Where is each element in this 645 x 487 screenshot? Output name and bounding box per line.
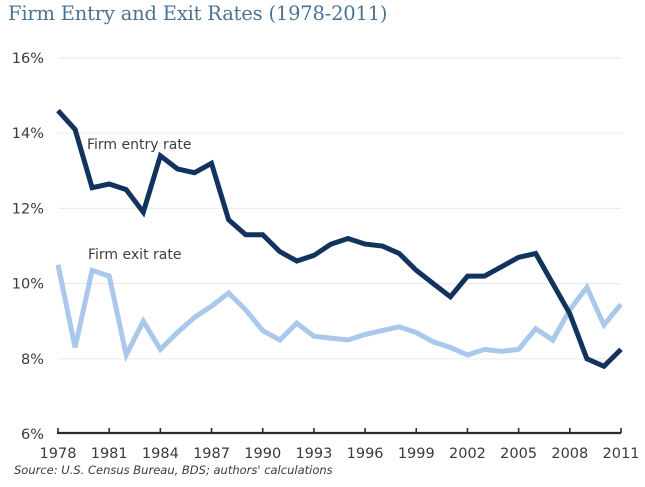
y-tick-label: 16% [12,51,44,67]
x-tick-label: 2008 [551,446,588,462]
series-label-entry: Firm entry rate [87,137,191,153]
series-line-exit-rate [55,264,623,363]
y-tick-label: 14% [12,126,44,142]
x-axis: 1978 1981 1984 1987 1990 1993 1996 1999 2002 2005… [40,428,640,462]
source-note: Source: U.S. Census Bureau, BDS; authors… [14,463,333,477]
series-label-exit: Firm exit rate [88,247,181,263]
x-tick-label: 1987 [193,446,230,462]
x-tick-label: 1978 [40,446,77,462]
x-tick-label: 1996 [347,446,384,462]
y-tick-label: 10% [12,277,44,293]
chart-title: Firm Entry and Exit Rates (1978-2011) [8,2,388,25]
y-tick-label: 12% [12,201,44,217]
x-tick-label: 2011 [603,446,640,462]
x-tick-label: 1993 [295,446,332,462]
x-tick-label: 1990 [244,446,281,462]
x-tick-label: 2005 [500,446,537,462]
x-tick-label: 1981 [91,446,128,462]
series-line-entry-rate [56,108,623,370]
x-tick-label: 2002 [449,446,486,462]
gridlines [58,57,622,360]
x-tick-label: 1999 [398,446,435,462]
y-axis-tick-labels: 6% 8% 10% 12% 14% 16% [12,51,44,443]
series-lines [55,108,623,370]
y-tick-label: 8% [21,352,44,368]
x-tick-label: 1984 [142,446,179,462]
y-tick-label: 6% [21,427,44,443]
